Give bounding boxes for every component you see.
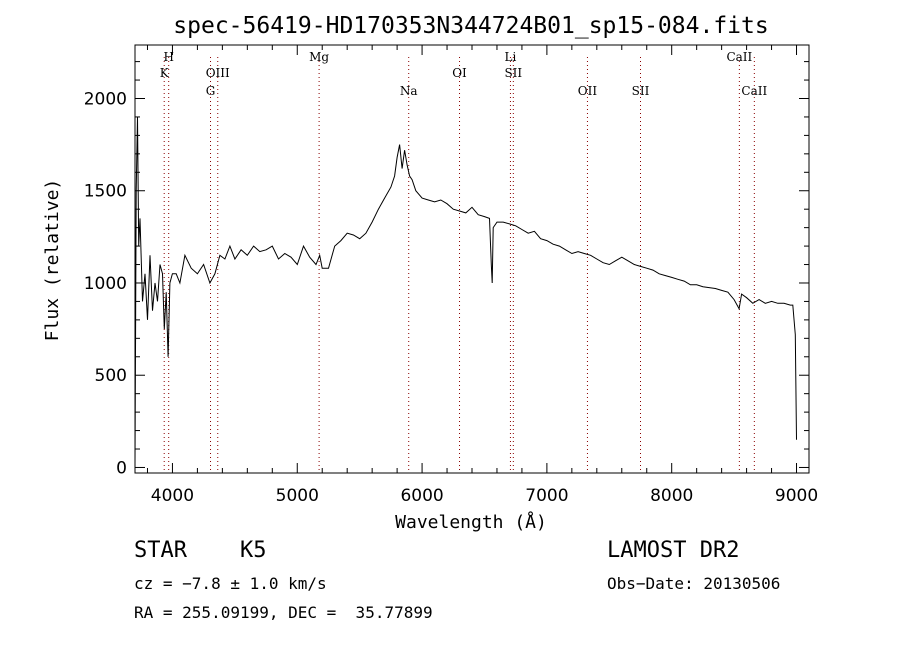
survey-name: LAMOST DR2 xyxy=(607,538,740,563)
x-axis: 4000 5000 6000 7000 8000 9000 xyxy=(146,45,818,506)
spectral-line-label: G xyxy=(206,84,216,98)
chart-title: spec-56419-HD170353N344724B01_sp15-084.f… xyxy=(173,13,768,39)
object-subclass: K5 xyxy=(240,538,267,563)
spectral-line-label: CaII xyxy=(741,84,767,98)
object-class: STAR xyxy=(134,538,187,563)
spectral-line-label: OII xyxy=(578,84,598,98)
x-tick-label: 8000 xyxy=(650,486,693,506)
spectral-line-label: CaII xyxy=(726,50,752,64)
x-tick-label: 4000 xyxy=(151,486,194,506)
spectral-line-markers: HK OIII G Mg Na OI Li SII OII SII CaII CaII xyxy=(160,50,767,473)
x-tick-label: 7000 xyxy=(525,486,568,506)
x-tick-label: 9000 xyxy=(775,486,818,506)
spectral-line-label: SII xyxy=(504,66,522,80)
plot-area xyxy=(134,44,810,474)
spectrum-line xyxy=(134,116,797,464)
x-tick-label: 5000 xyxy=(276,486,319,506)
spectral-line-label: H xyxy=(163,50,173,64)
y-axis: 0 500 1000 1500 2000 xyxy=(84,61,809,478)
spectral-line-label: Na xyxy=(400,84,418,98)
spectral-line-label: Li xyxy=(505,50,517,64)
x-axis-label: Wavelength (Å) xyxy=(395,511,547,533)
spectral-line-label: SII xyxy=(632,84,650,98)
spectral-line-label: Mg xyxy=(309,50,329,64)
spectral-line-label: K xyxy=(160,66,170,80)
plot-frame xyxy=(134,44,810,474)
y-tick-label: 500 xyxy=(95,366,127,386)
x-tick-label: 6000 xyxy=(400,486,443,506)
y-tick-label: 0 xyxy=(116,458,127,478)
y-tick-label: 2000 xyxy=(84,90,127,110)
observation-date: Obs−Date: 20130506 xyxy=(607,574,781,593)
redshift-value: cz = −7.8 ± 1.0 km/s xyxy=(134,574,327,593)
y-axis-label: Flux (relative) xyxy=(42,179,63,342)
y-tick-label: 1500 xyxy=(84,182,127,202)
coordinates: RA = 255.09199, DEC = 35.77899 xyxy=(134,603,433,622)
spectral-line-label: OI xyxy=(452,66,467,80)
y-tick-label: 1000 xyxy=(84,274,127,294)
spectral-line-label: OIII xyxy=(206,66,230,80)
